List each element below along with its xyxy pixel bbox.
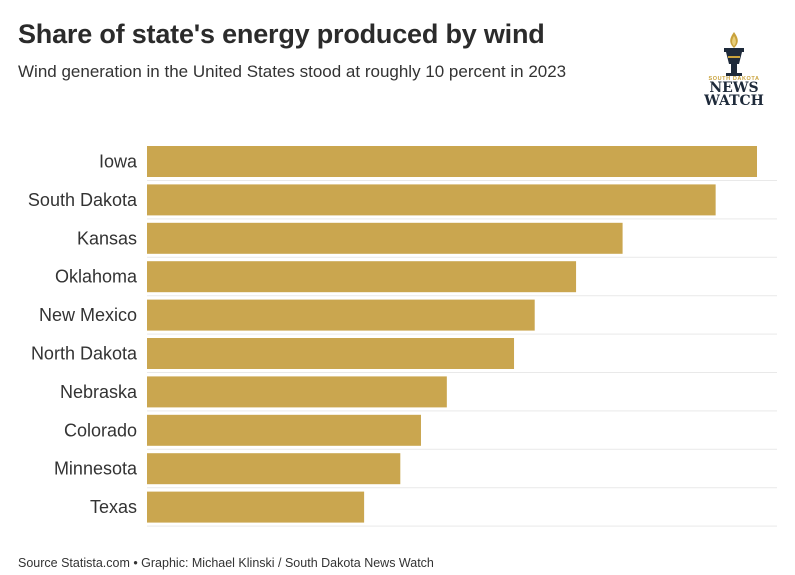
category-label: New Mexico [39, 305, 137, 325]
category-label: Minnesota [54, 459, 138, 479]
chart-subtitle: Wind generation in the United States sto… [18, 62, 567, 81]
bar-minnesota [147, 453, 401, 485]
chart-title: Share of state's energy produced by wind [18, 19, 545, 49]
bar-kansas [147, 222, 623, 254]
bar-south-dakota [147, 184, 716, 216]
category-label: Nebraska [60, 382, 138, 402]
category-label: South Dakota [28, 190, 138, 210]
bar-new-mexico [147, 299, 535, 331]
bar-texas [147, 491, 365, 523]
logo-line1: NEWS [709, 80, 759, 96]
category-label: Colorado [64, 420, 137, 440]
logo-wordmark: NEWS WATCH [700, 80, 768, 109]
logo-top-text: SOUTH DAKOTA [708, 76, 760, 82]
category-label: Iowa [99, 152, 138, 172]
category-label: Texas [90, 497, 137, 517]
source-credit: Source Statista.com • Graphic: Michael K… [18, 556, 434, 570]
bar-iowa [147, 146, 757, 177]
category-label: Oklahoma [55, 267, 138, 287]
category-label: North Dakota [31, 344, 138, 364]
bar-oklahoma [147, 261, 577, 293]
category-label: Kansas [77, 228, 137, 248]
news-watch-logo: SOUTH DAKOTA NEWS WATCH [700, 30, 768, 110]
bar-nebraska [147, 376, 447, 408]
bar-chart: Iowa South Dakota Kansas Oklahoma New Mexico… [28, 146, 777, 527]
torch-icon [724, 32, 744, 76]
bar-north-dakota [147, 338, 515, 369]
logo-line2: WATCH [704, 93, 764, 109]
bar-colorado [147, 414, 421, 446]
